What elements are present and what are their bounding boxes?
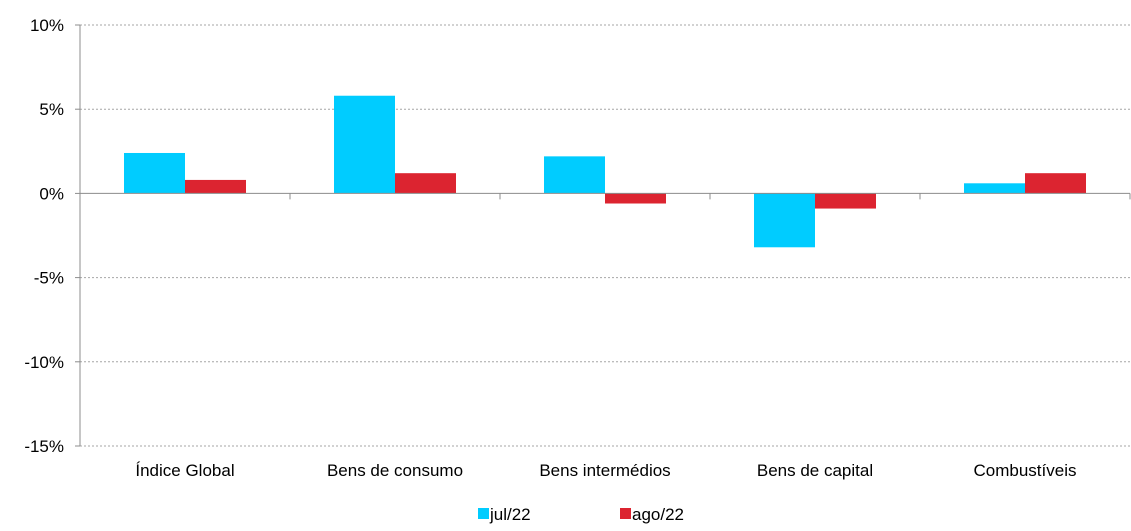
gridlines	[80, 24, 1130, 447]
bars	[124, 95, 1086, 248]
y-tick-label: 0%	[39, 184, 64, 203]
x-tick-label: Bens de capital	[757, 461, 873, 480]
x-tick-label: Combustíveis	[974, 461, 1077, 480]
bar-jul-22-2	[544, 156, 605, 194]
y-tick-labels: 10% 5% 0% -5% -10% -15%	[24, 16, 64, 456]
bar-ago-22-1	[395, 173, 456, 194]
y-tick-label: 10%	[30, 16, 64, 35]
bar-ago-22-2	[605, 193, 666, 204]
y-tick-label: -10%	[24, 353, 64, 372]
bar-jul-22-4	[964, 183, 1025, 194]
y-tick-label: -15%	[24, 437, 64, 456]
x-tick-label: Índice Global	[135, 461, 234, 480]
bar-jul-22-3	[754, 193, 815, 248]
bar-jul-22-1	[334, 95, 395, 194]
bar-jul-22-0	[124, 152, 185, 194]
bar-ago-22-3	[815, 193, 876, 209]
legend-label-ago-22: ago/22	[632, 505, 684, 524]
legend: jul/22 ago/22	[478, 505, 684, 524]
x-tick-label: Bens intermédios	[539, 461, 670, 480]
legend-swatch-jul-22	[478, 508, 489, 519]
bar-ago-22-0	[185, 179, 246, 194]
x-tick-label: Bens de consumo	[327, 461, 463, 480]
y-tick-label: 5%	[39, 100, 64, 119]
y-tick-label: -5%	[34, 269, 64, 288]
legend-label-jul-22: jul/22	[489, 505, 531, 524]
axes	[75, 24, 1131, 447]
bar-ago-22-4	[1025, 173, 1086, 194]
legend-swatch-ago-22	[620, 508, 631, 519]
x-tick-labels: Índice Global Bens de consumo Bens intermé…	[135, 461, 1076, 480]
